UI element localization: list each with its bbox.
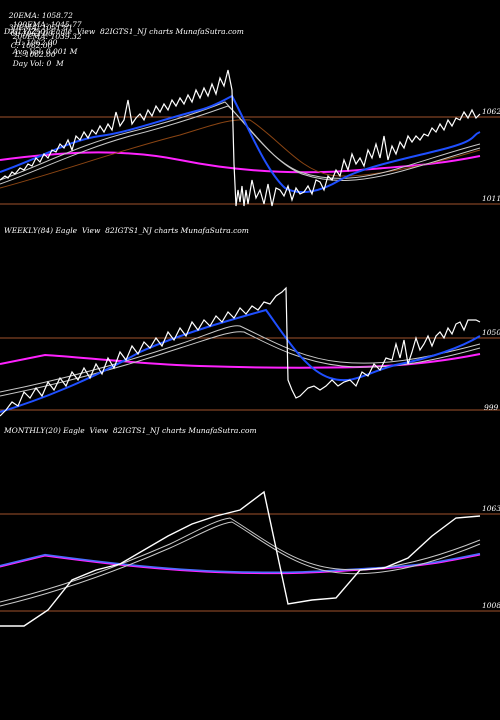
daily-ema-grey-2 xyxy=(0,105,481,185)
daily-level-label-lower: 1011 xyxy=(482,194,500,203)
monthly-level-label-upper: 1063 xyxy=(482,504,500,513)
high-readout: H: 1062.00 xyxy=(14,38,58,47)
ema200-readout: 200EMA: 1039.32 xyxy=(12,32,82,41)
monthly-level-label-lower: 1008 xyxy=(482,601,500,610)
monthly-price-line xyxy=(0,490,481,627)
monthly-panel-label: MONTHLY(20) Eagle View 82IGTS1_NJ charts… xyxy=(4,426,257,435)
daily-chart: 1062 1011 xyxy=(0,69,500,207)
monthly-ema-grey-2 xyxy=(0,521,481,607)
weekly-panel-label: WEEKLY(84) Eagle View 82IGTS1_NJ charts … xyxy=(4,226,249,235)
ema20-readout: 20EMA: 1058.72 xyxy=(8,11,73,20)
ema30-readout: 30EMA: 1051.81 xyxy=(8,23,73,32)
monthly-ema-magenta xyxy=(0,554,481,575)
weekly-chart: 1050 999 xyxy=(0,286,500,417)
weekly-level-label-lower: 999 xyxy=(484,403,499,412)
weekly-ema-grey-1 xyxy=(0,325,481,393)
daily-panel-label: DAILY(250) Eagle View 82IGTS1_NJ charts … xyxy=(4,27,244,36)
header-row-2: 30EMA: 1051.81 200EMA: 1039.32 C: 1062.0… xyxy=(4,14,82,68)
weekly-ema-blue xyxy=(0,308,481,413)
monthly-chart: 1063 1008 xyxy=(0,490,500,627)
avg-vol-readout: Avg Vol: 0.001 M xyxy=(12,47,78,56)
low-readout: L: 1062.00 xyxy=(14,50,56,59)
weekly-ema-magenta xyxy=(0,353,481,369)
header-row-1: 20EMA: 1058.72 100EMA: 1045.77 O: 1062.0… xyxy=(4,2,82,56)
daily-ema-brown xyxy=(0,119,481,189)
day-vol-readout: Day Vol: 0 M xyxy=(12,59,64,68)
daily-level-label-upper: 1062 xyxy=(482,107,500,116)
ema100-readout: 100EMA: 1045.77 xyxy=(12,20,82,29)
monthly-ema-blue xyxy=(0,552,481,574)
daily-price-line xyxy=(0,69,481,207)
weekly-level-label-upper: 1050 xyxy=(482,328,500,337)
daily-ema-blue xyxy=(0,94,481,194)
open-readout: O: 1062.00 xyxy=(10,29,53,38)
close-readout: C: 1062.00 xyxy=(10,41,53,50)
weekly-price-line xyxy=(0,286,481,417)
monthly-ema-grey-1 xyxy=(0,517,481,603)
